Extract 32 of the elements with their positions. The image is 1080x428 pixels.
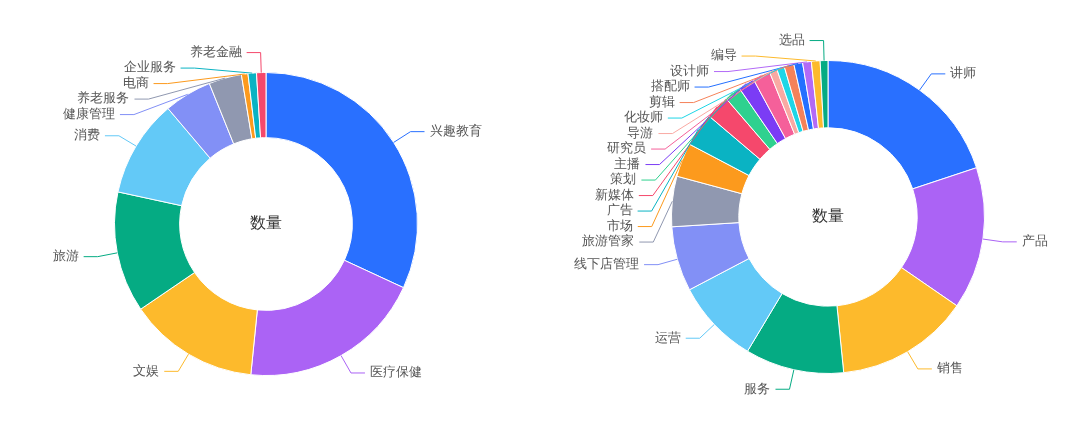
slice-label: 主播 (614, 155, 641, 171)
slice-label: 企业服务 (123, 59, 176, 75)
slice-label: 电商 (122, 74, 149, 90)
slice-label: 文娱 (133, 362, 160, 378)
slice-label: 旅游 (52, 248, 79, 264)
slice-label: 市场 (606, 217, 633, 233)
text: 数量 (812, 206, 844, 226)
slice-label: 兴趣教育 (429, 123, 482, 139)
slice-label: 编导 (710, 47, 737, 63)
slice-label: 选品 (778, 31, 805, 47)
slice-label: 广告 (606, 202, 633, 218)
slice-label: 产品 (1021, 233, 1048, 249)
slice-label: 养老金融 (189, 43, 242, 59)
slice-label: 化妆师 (623, 109, 663, 125)
slice-label: 新媒体 (594, 186, 634, 202)
slice-label: 搭配师 (650, 78, 690, 94)
slice-label: 研究员 (607, 140, 647, 156)
slice-label: 健康管理 (62, 105, 115, 121)
slice-label: 旅游管家 (582, 233, 635, 249)
text: 数量 (250, 213, 282, 233)
slice-label: 导游 (627, 124, 654, 140)
slice-label: 服务 (744, 380, 771, 396)
slice-label: 线下店管理 (574, 256, 640, 272)
slice-label: 策划 (610, 171, 637, 187)
slice-label: 设计师 (670, 62, 710, 78)
slice-label: 消费 (73, 127, 100, 143)
slice-label: 养老服务 (77, 90, 130, 106)
slice-label: 讲师 (950, 65, 977, 81)
slice-label: 运营 (654, 329, 681, 345)
slice-label: 医疗保健 (369, 364, 422, 380)
slice-label: 销售 (935, 360, 963, 376)
slice-label: 剪辑 (648, 93, 675, 109)
